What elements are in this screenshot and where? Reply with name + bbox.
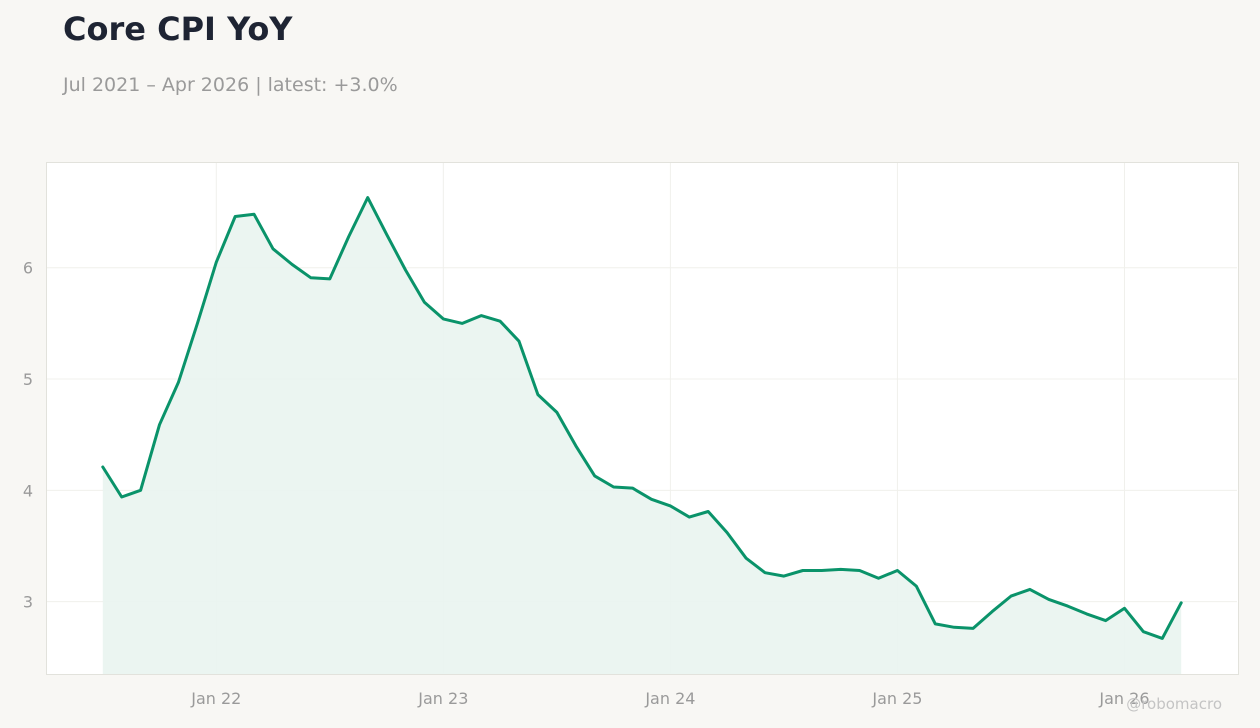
data-point: [215, 261, 218, 264]
data-point: [404, 268, 407, 271]
data-point: [234, 215, 237, 218]
data-point: [1009, 595, 1012, 598]
data-point: [763, 571, 766, 574]
data-point: [1123, 607, 1126, 610]
data-point: [555, 411, 558, 414]
data-point: [1028, 588, 1031, 591]
data-point: [669, 504, 672, 507]
data-point: [688, 516, 691, 519]
data-point: [480, 314, 483, 317]
series-line: [101, 196, 1183, 640]
data-point: [839, 568, 842, 571]
credit-watermark: @robomacro: [1126, 695, 1222, 713]
y-tick-label: 4: [23, 481, 33, 500]
data-point: [385, 233, 388, 236]
data-point: [461, 322, 464, 325]
data-point: [423, 301, 426, 304]
data-point: [366, 196, 369, 199]
data-point: [139, 489, 142, 492]
data-point: [120, 496, 123, 499]
x-tick-label: Jan 22: [190, 689, 241, 708]
chart-title: Core CPI YoY: [63, 10, 293, 48]
data-point: [1047, 598, 1050, 601]
x-tick-label: Jan 24: [644, 689, 695, 708]
data-point: [726, 531, 729, 534]
data-point: [1104, 619, 1107, 622]
data-point: [272, 247, 275, 250]
data-point: [972, 627, 975, 630]
data-point: [896, 569, 899, 572]
data-point: [1085, 612, 1088, 615]
data-point: [328, 277, 331, 280]
data-point: [101, 465, 104, 468]
data-point: [877, 577, 880, 580]
data-point: [745, 557, 748, 560]
data-point: [858, 569, 861, 572]
data-point: [253, 213, 256, 216]
data-point: [442, 317, 445, 320]
data-point: [518, 340, 521, 343]
data-point: [612, 486, 615, 489]
data-point: [593, 474, 596, 477]
data-point: [1161, 637, 1164, 640]
data-point: [1180, 601, 1183, 604]
data-point: [782, 575, 785, 578]
x-tick-label: Jan 23: [417, 689, 468, 708]
data-point: [631, 487, 634, 490]
data-point: [177, 381, 180, 384]
y-tick-label: 5: [23, 370, 33, 389]
data-point: [707, 510, 710, 513]
data-point: [1066, 605, 1069, 608]
y-axis-ticks: 3 4 5 6: [23, 259, 33, 612]
chart-subtitle: Jul 2021 – Apr 2026 | latest: +3.0%: [63, 74, 398, 96]
x-axis-ticks: Jan 22 Jan 23 Jan 24 Jan 25 Jan 26: [190, 689, 1149, 708]
data-point: [158, 423, 161, 426]
data-point: [650, 498, 653, 501]
series-area: [102, 197, 1182, 674]
y-tick-label: 6: [23, 259, 33, 278]
data-point: [309, 276, 312, 279]
data-point: [801, 569, 804, 572]
data-point: [991, 610, 994, 613]
data-point: [953, 626, 956, 629]
data-point: [934, 622, 937, 625]
data-point: [574, 444, 577, 447]
y-tick-label: 3: [23, 593, 33, 612]
data-point: [499, 320, 502, 323]
x-tick-label: Jan 25: [871, 689, 922, 708]
x-tick-label: Jan 26: [1098, 689, 1149, 708]
data-point: [536, 393, 539, 396]
data-point: [196, 322, 199, 325]
data-point: [290, 263, 293, 266]
data-point: [1142, 630, 1145, 633]
data-point: [347, 235, 350, 238]
data-point: [820, 569, 823, 572]
data-point: [915, 585, 918, 588]
